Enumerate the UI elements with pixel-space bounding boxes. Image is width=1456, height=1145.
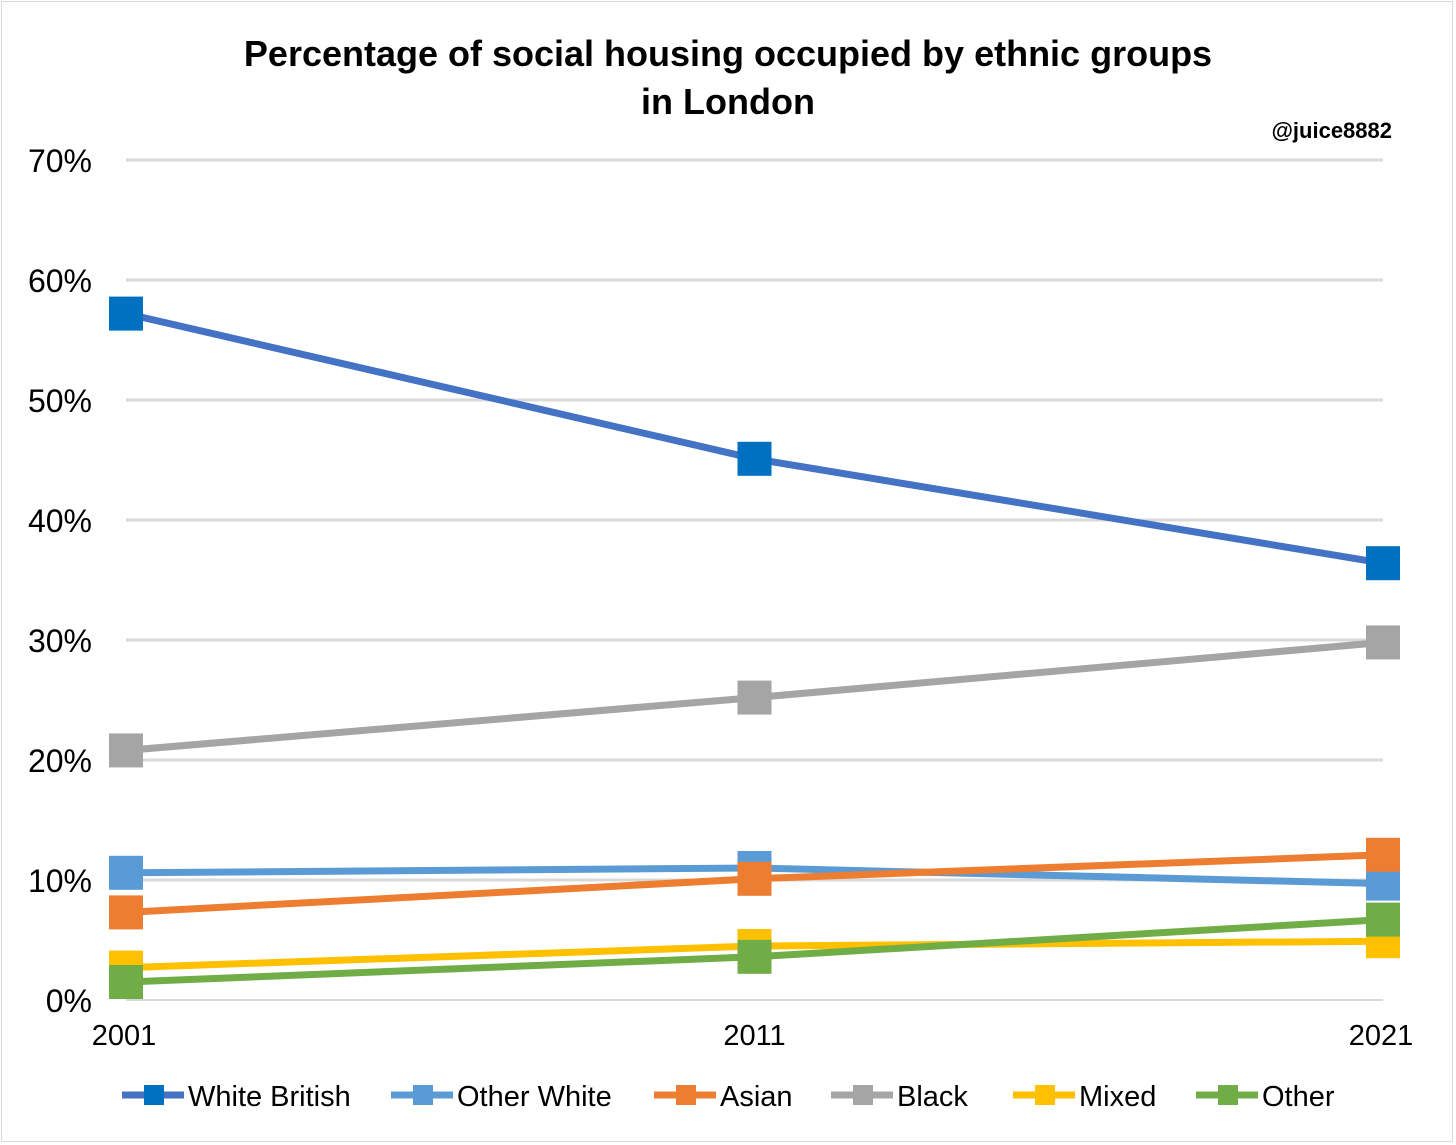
legend-item-white-british: White British <box>122 1081 351 1113</box>
data-point-marker <box>737 441 772 476</box>
y-tick-label: 30% <box>28 623 92 659</box>
data-point-marker <box>109 855 143 890</box>
series-white-british <box>109 296 1400 581</box>
legend-item-other: Other <box>1196 1081 1335 1113</box>
legend-item-black: Black <box>831 1081 968 1113</box>
legend: White British Other White Asian Black Mixed O… <box>122 1081 1335 1113</box>
legend-label: Asian <box>720 1081 793 1113</box>
y-tick-label: 10% <box>28 863 92 899</box>
y-axis: 0% 10% 20% 30% 40% 50% 60% 70% <box>28 143 92 1019</box>
data-point-marker <box>737 861 772 896</box>
y-tick-label: 20% <box>28 743 92 779</box>
series-line <box>125 310 1384 567</box>
data-point-marker <box>109 296 143 331</box>
chart-title-line-2: in London <box>641 81 815 122</box>
legend-item-mixed: Mixed <box>1013 1081 1156 1113</box>
data-point-marker <box>1366 866 1400 901</box>
chart-title-line-1: Percentage of social housing occupied by… <box>243 33 1213 74</box>
data-point-marker <box>1366 902 1400 937</box>
data-point-marker <box>1366 625 1400 660</box>
legend-marker-swatch <box>853 1085 873 1105</box>
y-tick-label: 50% <box>28 383 92 419</box>
series-asian <box>109 837 1400 930</box>
data-point-marker <box>109 733 143 768</box>
data-point-marker <box>737 939 772 974</box>
series-black <box>109 625 1400 768</box>
data-point-marker <box>109 895 143 930</box>
legend-marker-swatch <box>144 1085 164 1105</box>
gridlines <box>126 158 1383 882</box>
y-tick-label: 60% <box>28 263 92 299</box>
legend-marker-swatch <box>1218 1085 1238 1105</box>
data-point-marker <box>737 680 772 715</box>
series-group <box>109 296 1400 999</box>
x-tick-label: 2011 <box>723 1020 785 1052</box>
legend-marker-swatch <box>1035 1085 1055 1105</box>
legend-label: Other White <box>457 1081 612 1113</box>
legend-label: Mixed <box>1079 1081 1156 1113</box>
chart-title: Percentage of social housing occupied by… <box>2 30 1454 126</box>
x-tick-label: 2021 <box>1349 1020 1414 1052</box>
x-axis: 2001 2011 2021 <box>92 999 1414 1052</box>
data-point-marker <box>1366 837 1400 872</box>
legend-item-other-white: Other White <box>391 1081 612 1113</box>
series-other <box>109 902 1400 999</box>
legend-marker-swatch <box>676 1085 696 1105</box>
data-point-marker <box>109 965 143 999</box>
data-point-marker <box>1366 546 1400 581</box>
y-tick-label: 40% <box>28 503 92 539</box>
legend-item-asian: Asian <box>654 1081 793 1113</box>
y-tick-label: 0% <box>46 983 92 1019</box>
x-tick-label: 2001 <box>92 1020 157 1052</box>
legend-marker-swatch <box>413 1085 433 1105</box>
legend-label: Other <box>1262 1081 1335 1113</box>
watermark-handle: @juice8882 <box>1271 118 1392 143</box>
legend-label: White British <box>188 1081 351 1113</box>
legend-label: Black <box>897 1081 968 1113</box>
y-tick-label: 70% <box>28 143 92 179</box>
